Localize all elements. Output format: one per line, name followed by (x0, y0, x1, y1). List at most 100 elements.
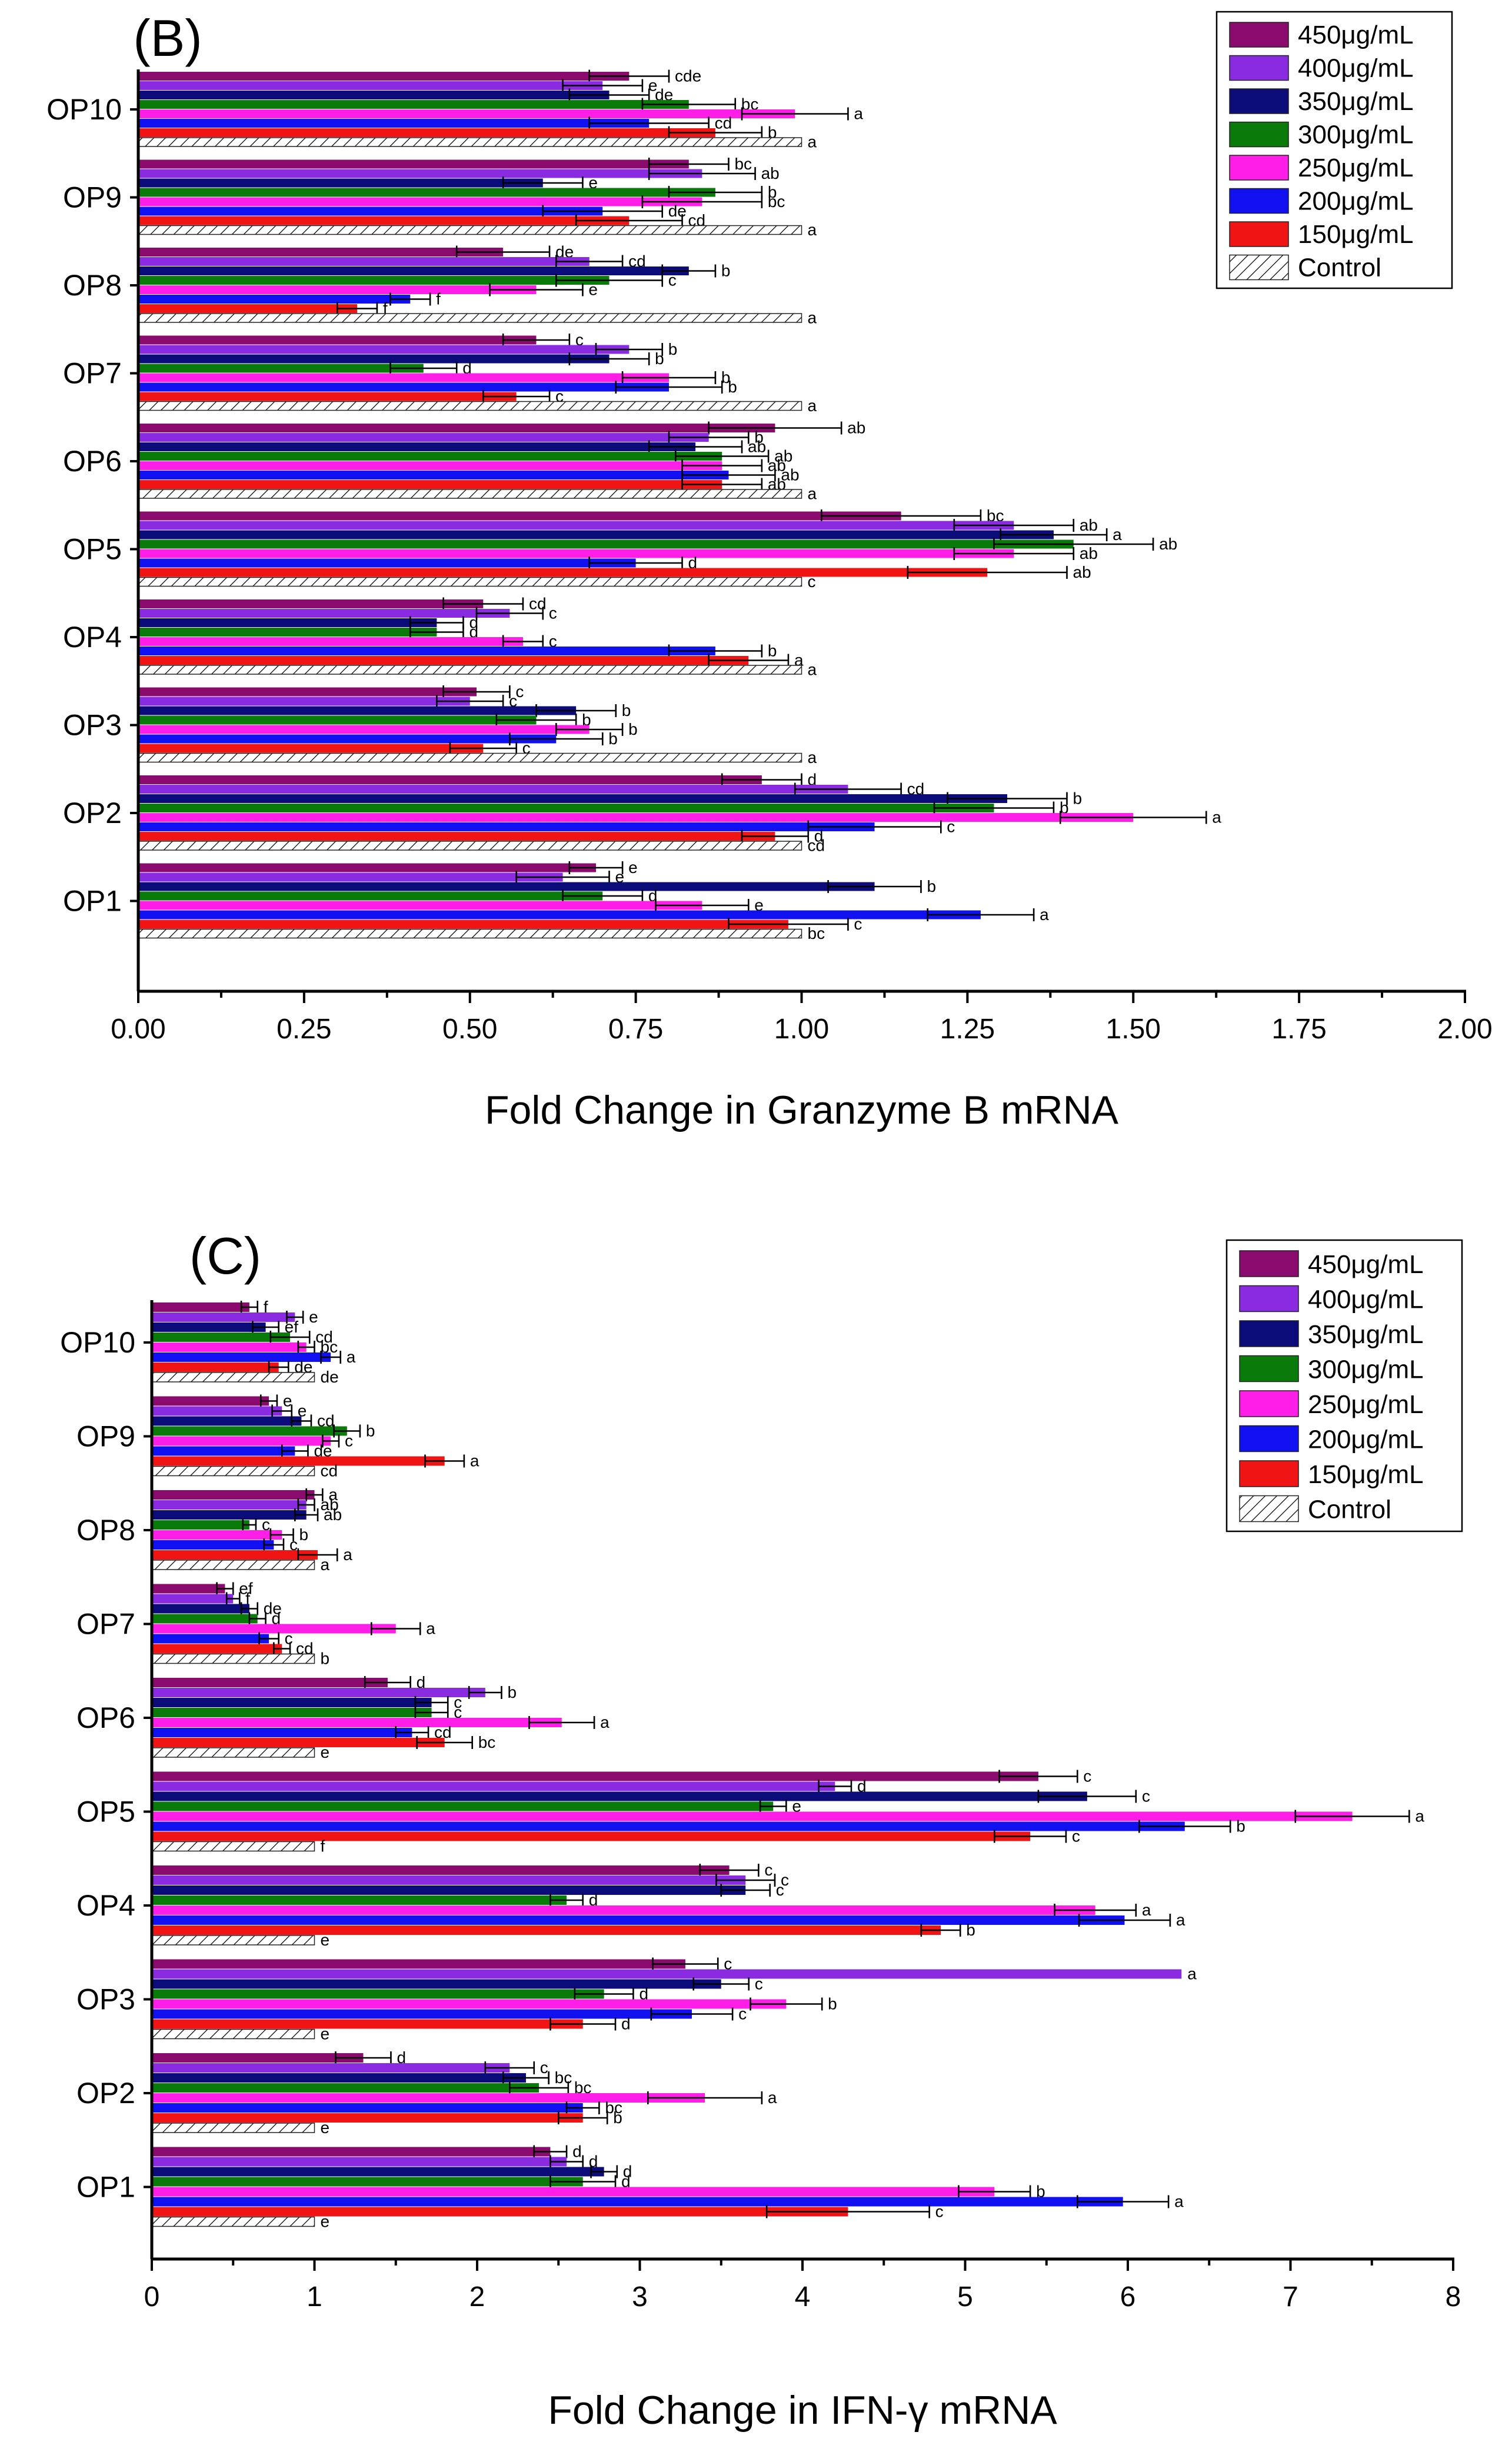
significance-letter: d (397, 2048, 406, 2067)
significance-letter: b (927, 877, 936, 895)
significance-letter: a (600, 1713, 610, 1731)
bar-op3-5 (152, 2009, 692, 2019)
significance-letter: a (1040, 905, 1049, 924)
bar-op8-0 (152, 1490, 315, 1500)
legend-label: 350μg/mL (1308, 1320, 1424, 1349)
significance-letter: a (808, 485, 817, 503)
significance-letter: ab (761, 164, 780, 182)
significance-letter: ef (285, 1318, 299, 1336)
bar-op7-3 (138, 364, 424, 373)
legend-swatch (1239, 1390, 1299, 1417)
legend-label: 450μg/mL (1308, 1250, 1424, 1279)
significance-letter: c (509, 692, 517, 710)
significance-letter: c (575, 331, 584, 349)
bar-op4-3 (138, 628, 437, 637)
legend-swatch (1239, 1355, 1299, 1382)
significance-letter: d (272, 1610, 281, 1628)
x-tick-label: 2 (469, 2281, 485, 2313)
bar-op9-1 (152, 1406, 282, 1416)
significance-letter: ab (774, 447, 792, 465)
panel-label: (C) (189, 1227, 261, 1285)
significance-letter: b (628, 720, 638, 738)
bar-op5-7 (138, 577, 802, 587)
category-label: OP2 (63, 797, 122, 829)
bar-op1-4 (152, 2187, 995, 2197)
bar-op6-1 (138, 433, 709, 442)
bar-op4-0 (138, 599, 484, 608)
bar-op5-5 (138, 558, 636, 568)
bar-op2-2 (152, 2073, 526, 2083)
significance-letter: e (321, 1743, 330, 1761)
legend-label: 200μg/mL (1308, 1425, 1424, 1454)
bar-op5-1 (138, 521, 1014, 530)
bar-op10-4 (138, 109, 795, 118)
significance-letter: c (262, 1515, 270, 1534)
legend-label: 250μg/mL (1308, 1390, 1424, 1419)
bar-op1-7 (151, 2216, 315, 2227)
category-label: OP6 (63, 445, 122, 478)
significance-letter: a (808, 309, 817, 327)
bar-op1-7 (138, 928, 802, 939)
significance-letter: b (366, 1422, 375, 1440)
significance-letter: c (776, 1881, 784, 1899)
significance-letter: b (966, 1921, 975, 1939)
bar-op4-6 (138, 656, 749, 665)
bar-op6-0 (152, 1678, 388, 1687)
bar-op4-3 (152, 1895, 567, 1905)
bar-op5-0 (138, 511, 901, 521)
bar-op9-7 (151, 1465, 315, 1477)
bar-op6-1 (152, 1688, 485, 1697)
bar-op7-7 (151, 1653, 315, 1664)
significance-letter: ab (1080, 544, 1098, 562)
bar-op3-7 (138, 752, 802, 763)
bar-op10-1 (138, 81, 603, 90)
bar-op10-0 (138, 72, 630, 81)
bar-op8-5 (152, 1540, 274, 1550)
significance-letter: bc (478, 1733, 496, 1751)
significance-letter: a (1187, 1965, 1197, 1983)
significance-letter: c (454, 1693, 462, 1711)
significance-letter: a (808, 397, 817, 415)
legend-swatch (1229, 188, 1289, 214)
bar-op5-7 (151, 1841, 315, 1852)
significance-letter: f (436, 290, 441, 308)
category-label: OP3 (76, 1983, 135, 2016)
significance-letter: b (608, 729, 618, 748)
bar-op2-3 (152, 2083, 539, 2093)
significance-letter: a (1415, 1807, 1424, 1825)
bar-op3-6 (138, 744, 484, 753)
bar-op5-1 (152, 1781, 835, 1791)
bar-op8-2 (138, 266, 689, 275)
significance-letter: e (754, 896, 764, 914)
bar-op6-2 (152, 1698, 432, 1707)
bar-op9-6 (152, 1456, 445, 1466)
significance-letter: d (857, 1777, 867, 1795)
bar-op9-0 (152, 1396, 269, 1406)
bar-op8-7 (138, 313, 802, 323)
significance-letter: a (768, 2088, 777, 2107)
category-label: OP9 (76, 1420, 135, 1453)
significance-letter: c (549, 632, 557, 651)
bar-op10-5 (152, 1352, 331, 1362)
significance-letter: d (808, 771, 817, 789)
legend-swatch (1239, 1250, 1299, 1277)
category-label: OP2 (76, 2077, 135, 2110)
significance-letter: bc (555, 2068, 572, 2087)
significance-letter: d (623, 2163, 632, 2181)
x-tick-label: 1.25 (940, 1014, 995, 1045)
significance-letter: ab (321, 1495, 339, 1514)
significance-letter: a (1142, 1901, 1151, 1919)
category-label: OP1 (63, 885, 122, 918)
bar-op1-4 (138, 901, 702, 910)
bar-op7-2 (138, 354, 610, 364)
significance-letter: c (285, 1630, 293, 1648)
bar-op4-1 (138, 609, 510, 618)
significance-letter: c (808, 572, 816, 591)
legend-swatch (1229, 121, 1289, 148)
bar-op10-6 (138, 128, 715, 137)
bar-op1-5 (152, 2197, 1123, 2207)
bar-op8-2 (152, 1510, 307, 1520)
bar-op10-1 (152, 1312, 295, 1322)
bar-op7-4 (152, 1624, 396, 1634)
